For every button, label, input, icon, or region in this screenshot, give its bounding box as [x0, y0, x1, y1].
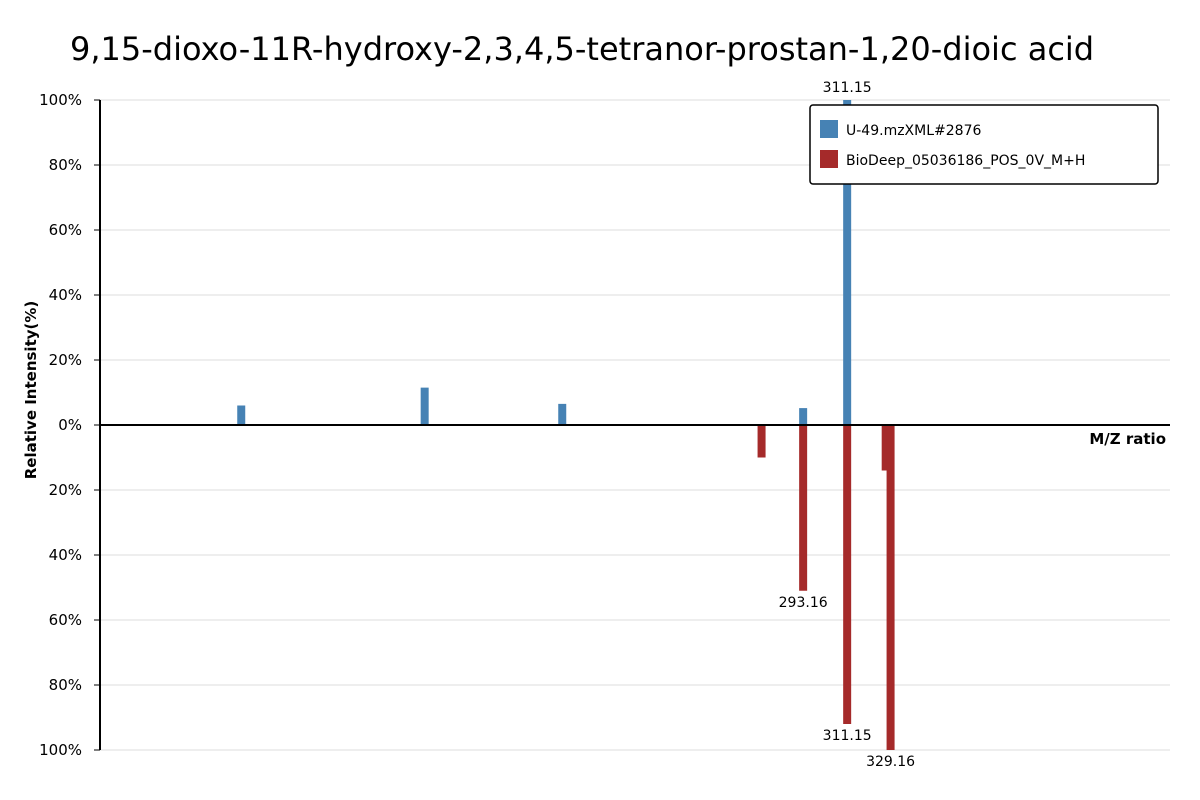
- y-tick-label: 100%: [39, 741, 82, 759]
- sample-peak-bar: [799, 408, 808, 425]
- y-tick-label: 80%: [49, 676, 82, 694]
- legend: U-49.mzXML#2876 BioDeep_05036186_POS_0V_…: [809, 104, 1159, 185]
- axes: [99, 100, 1170, 750]
- y-tick-label: 100%: [39, 91, 82, 109]
- peak-label: 311.15: [823, 80, 872, 96]
- peak-label: 293.16: [779, 595, 828, 611]
- sample-peak-bar: [237, 405, 246, 425]
- legend-box: [809, 104, 1159, 185]
- peak-label: 329.16: [866, 754, 915, 770]
- legend-swatch-reference: [820, 150, 838, 168]
- sample-peak-bar: [843, 100, 852, 425]
- reference-peak-bar: [799, 425, 808, 591]
- y-tick-label: 40%: [49, 286, 82, 304]
- y-axis-label: Relative Intensity(%): [22, 301, 40, 480]
- y-tick-label: 80%: [49, 156, 82, 174]
- sample-peak-bar: [420, 387, 429, 425]
- legend-label-reference: BioDeep_05036186_POS_0V_M+H: [846, 153, 1085, 169]
- reference-peak-bar: [843, 425, 852, 724]
- reference-peak-bar: [886, 425, 895, 750]
- y-tick-label: 40%: [49, 546, 82, 564]
- legend-swatch-sample: [820, 120, 838, 138]
- sample-peak-bar: [558, 403, 567, 425]
- y-tick-label: 0%: [58, 416, 82, 434]
- y-tick-label: 60%: [49, 611, 82, 629]
- x-axis-label: M/Z ratio: [1089, 430, 1166, 448]
- reference-peak-bar: [881, 425, 890, 471]
- peak-label: 311.15: [823, 728, 872, 744]
- y-tick-label: 20%: [49, 351, 82, 369]
- y-tick-label: 20%: [49, 481, 82, 499]
- chart-title: 9,15-dioxo-11R-hydroxy-2,3,4,5-tetranor-…: [70, 30, 1094, 68]
- peak-labels: 311.15 293.16 311.15 329.16: [779, 80, 916, 770]
- y-tick-labels: 100% 80% 60% 40% 20% 0% 20% 40% 60% 80% 100%: [39, 91, 100, 759]
- reference-peak-bar: [757, 425, 766, 458]
- legend-label-sample: U-49.mzXML#2876: [846, 123, 981, 139]
- y-tick-label: 60%: [49, 221, 82, 239]
- peak-bars: [237, 100, 895, 750]
